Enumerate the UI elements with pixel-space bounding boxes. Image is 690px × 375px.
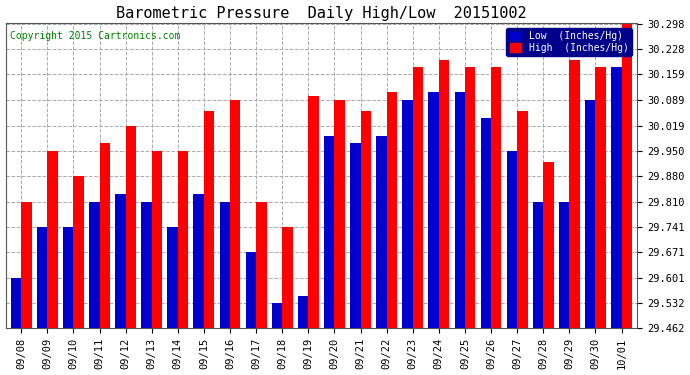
Text: Copyright 2015 Cartronics.com: Copyright 2015 Cartronics.com <box>10 32 181 41</box>
Legend: Low  (Inches/Hg), High  (Inches/Hg): Low (Inches/Hg), High (Inches/Hg) <box>506 28 632 56</box>
Bar <box>272 303 282 328</box>
Bar <box>439 60 449 328</box>
Bar <box>569 60 580 328</box>
Bar <box>48 151 58 328</box>
Bar <box>402 100 413 328</box>
Bar <box>335 100 345 328</box>
Bar <box>361 111 371 328</box>
Bar <box>533 202 543 328</box>
Bar <box>204 111 215 328</box>
Bar <box>73 176 84 328</box>
Bar <box>152 151 162 328</box>
Bar <box>63 227 73 328</box>
Bar <box>178 151 188 328</box>
Bar <box>517 111 528 328</box>
Bar <box>298 296 308 328</box>
Bar <box>595 67 606 328</box>
Bar <box>543 162 553 328</box>
Bar <box>308 96 319 328</box>
Bar <box>428 92 439 328</box>
Bar <box>376 136 386 328</box>
Bar <box>611 67 622 328</box>
Bar <box>465 67 475 328</box>
Bar <box>219 202 230 328</box>
Bar <box>193 194 204 328</box>
Bar <box>491 67 502 328</box>
Bar <box>481 118 491 328</box>
Bar <box>115 194 126 328</box>
Bar <box>506 151 517 328</box>
Bar <box>386 92 397 328</box>
Bar <box>37 227 48 328</box>
Bar <box>324 136 335 328</box>
Bar <box>246 252 256 328</box>
Title: Barometric Pressure  Daily High/Low  20151002: Barometric Pressure Daily High/Low 20151… <box>116 6 526 21</box>
Bar <box>99 143 110 328</box>
Bar <box>350 143 361 328</box>
Bar <box>89 202 99 328</box>
Bar <box>559 202 569 328</box>
Bar <box>413 67 423 328</box>
Bar <box>141 202 152 328</box>
Bar <box>282 227 293 328</box>
Bar <box>168 227 178 328</box>
Bar <box>21 202 32 328</box>
Bar <box>455 92 465 328</box>
Bar <box>622 24 632 328</box>
Bar <box>126 126 136 328</box>
Bar <box>11 278 21 328</box>
Bar <box>585 100 595 328</box>
Bar <box>256 202 266 328</box>
Bar <box>230 100 241 328</box>
